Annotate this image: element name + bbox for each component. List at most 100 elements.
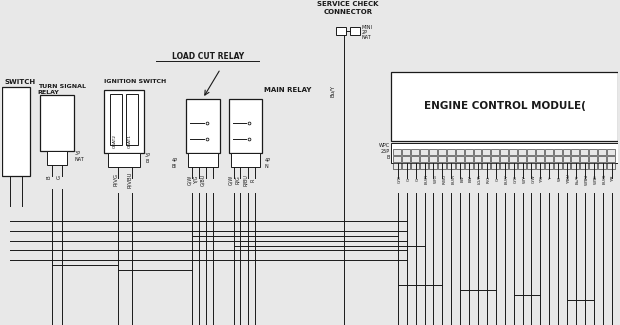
Bar	[572, 149, 579, 155]
Bar	[411, 156, 419, 162]
Text: LOAD CUT RELAY: LOAD CUT RELAY	[172, 52, 244, 61]
Bar	[447, 156, 454, 162]
Bar	[464, 156, 472, 162]
Text: G: G	[56, 175, 61, 179]
Text: G: G	[496, 177, 500, 181]
Text: Y/G: Y/G	[540, 176, 544, 183]
Text: G/O: G/O	[398, 175, 402, 183]
Bar	[580, 156, 588, 162]
Text: Bu/Y: Bu/Y	[330, 84, 335, 97]
Bar	[456, 149, 464, 155]
Text: NAT: NAT	[361, 35, 371, 40]
Text: LG/R: LG/R	[478, 174, 482, 184]
Bar	[447, 163, 454, 169]
Bar	[391, 72, 618, 141]
Text: R/BU: R/BU	[244, 174, 249, 186]
Bar	[110, 94, 122, 145]
Bar	[580, 149, 588, 155]
Bar	[411, 149, 419, 155]
Text: R/VG: R/VG	[113, 174, 118, 187]
Bar	[607, 163, 615, 169]
Text: BU/G: BU/G	[603, 174, 606, 184]
Bar	[336, 27, 346, 35]
Text: B: B	[145, 159, 148, 164]
Text: G/O: G/O	[513, 175, 518, 183]
Bar	[518, 156, 526, 162]
Text: TURN SIGNAL: TURN SIGNAL	[38, 84, 86, 89]
Text: B: B	[46, 175, 51, 179]
Text: Y/R: Y/R	[611, 176, 616, 182]
Bar	[438, 163, 446, 169]
Bar	[598, 149, 606, 155]
Bar	[40, 95, 74, 151]
Text: CBAT1: CBAT1	[128, 134, 132, 148]
Bar	[527, 156, 535, 162]
Text: G/BU: G/BU	[201, 174, 206, 186]
Bar	[545, 149, 552, 155]
Text: W: W	[558, 177, 562, 181]
Text: W/Y: W/Y	[523, 175, 526, 183]
Bar	[402, 149, 410, 155]
Bar	[589, 149, 597, 155]
Text: W/G: W/G	[433, 175, 438, 183]
Text: BW: BW	[460, 176, 464, 182]
Bar	[554, 156, 562, 162]
Text: CBAT2: CBAT2	[112, 134, 117, 148]
Bar	[536, 149, 544, 155]
Bar	[527, 149, 535, 155]
Bar	[447, 149, 454, 155]
Bar	[456, 163, 464, 169]
Text: R/BU: R/BU	[443, 174, 446, 184]
Text: MINI: MINI	[361, 25, 373, 30]
Text: 4P: 4P	[172, 158, 178, 163]
Text: BW: BW	[469, 176, 473, 182]
Bar	[562, 149, 570, 155]
Bar	[527, 163, 535, 169]
Bar	[607, 156, 615, 162]
Bar	[482, 163, 490, 169]
Text: Y/BU: Y/BU	[567, 174, 571, 184]
Bar	[438, 156, 446, 162]
Bar	[186, 98, 219, 153]
Bar	[229, 98, 262, 153]
Text: CONNECTOR: CONNECTOR	[323, 9, 373, 15]
Text: R/VBU: R/VBU	[127, 172, 132, 188]
Text: WPC: WPC	[378, 143, 389, 148]
Text: W/BU: W/BU	[585, 173, 589, 185]
Bar	[350, 27, 360, 35]
Text: Bl: Bl	[172, 164, 177, 169]
Text: W/Bl: W/Bl	[594, 174, 598, 184]
Bar	[536, 163, 544, 169]
Bar	[607, 149, 615, 155]
Bar	[456, 156, 464, 162]
Bar	[500, 149, 508, 155]
Bar	[536, 156, 544, 162]
Bar	[509, 163, 517, 169]
Bar	[545, 163, 552, 169]
Bar	[554, 149, 562, 155]
Text: R/G: R/G	[487, 175, 491, 183]
Bar	[500, 156, 508, 162]
Text: BU/R: BU/R	[425, 174, 428, 184]
Text: ENGINE CONTROL MODULE(: ENGINE CONTROL MODULE(	[423, 101, 586, 111]
Text: SERVICE CHECK: SERVICE CHECK	[317, 1, 378, 7]
Bar	[589, 163, 597, 169]
Bar	[572, 163, 579, 169]
Text: G: G	[407, 177, 411, 181]
Text: 3P: 3P	[74, 151, 81, 156]
Bar	[394, 156, 401, 162]
Bar	[492, 156, 499, 162]
Text: SWITCH: SWITCH	[4, 79, 35, 84]
Bar	[492, 163, 499, 169]
Bar	[580, 163, 588, 169]
Bar	[464, 163, 472, 169]
Text: G/W: G/W	[187, 175, 192, 185]
Bar	[562, 156, 570, 162]
Bar	[420, 149, 428, 155]
Bar	[518, 163, 526, 169]
Text: G/W: G/W	[229, 175, 234, 185]
Bar	[492, 149, 499, 155]
Bar	[108, 153, 140, 167]
Bar	[509, 149, 517, 155]
Text: G: G	[415, 177, 420, 181]
